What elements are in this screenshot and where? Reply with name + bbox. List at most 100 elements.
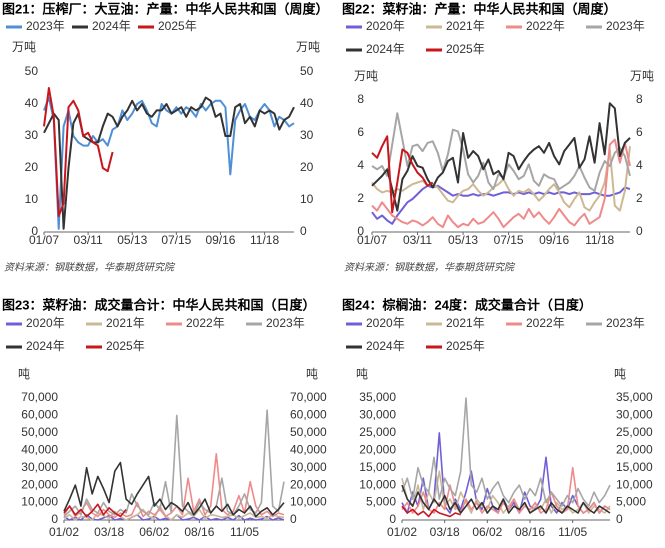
legend-label: 2023年: [26, 19, 65, 33]
y2-tick-label: 0: [290, 512, 297, 526]
legend-label: 2024年: [366, 42, 405, 56]
x-tick-label: 05/13: [117, 233, 147, 247]
x-tick-label: 11/18: [250, 233, 279, 247]
legend-label: 2022年: [526, 19, 565, 33]
x-tick-label: 01/07: [29, 233, 59, 247]
y-tick-label: 30: [25, 128, 39, 142]
x-tick-label: 08/16: [184, 525, 214, 539]
x-tick-label: 11/18: [585, 233, 614, 247]
series-line: [371, 138, 631, 229]
y2-tick-label: 30,000: [616, 408, 653, 422]
series-line: [63, 505, 285, 521]
y2-tick-label: 30,000: [290, 460, 327, 474]
y-tick-label: 2: [357, 191, 364, 205]
x-tick-label: 01/07: [357, 233, 387, 247]
y-tick-label: 20,000: [21, 477, 58, 491]
y-tick-label: 20: [25, 160, 39, 174]
x-tick-label: 06/02: [139, 525, 169, 539]
y2-tick-label: 50: [300, 64, 314, 78]
y2-tick-label: 40,000: [290, 442, 327, 456]
y-axis-unit: 万吨: [354, 69, 378, 83]
legend-label: 2025年: [446, 42, 485, 56]
y2-tick-label: 30: [300, 128, 314, 142]
series-line: [401, 505, 461, 518]
legend-label: 2024年: [26, 339, 65, 353]
x-tick-label: 01/02: [49, 525, 79, 539]
legend-label: 2023年: [606, 316, 645, 330]
x-tick-label: 11/05: [230, 525, 259, 539]
y-tick-label: 8: [357, 92, 364, 106]
legend-label: 2020年: [366, 19, 405, 33]
legend-label: 2024年: [92, 19, 131, 33]
y2-tick-label: 5,000: [616, 495, 646, 509]
y-tick-label: 25,000: [359, 425, 396, 439]
y-tick-label: 6: [357, 125, 364, 139]
y-tick-label: 50,000: [21, 425, 58, 439]
y2-tick-label: 20: [300, 160, 314, 174]
y2-tick-label: 4: [636, 158, 643, 172]
y-tick-label: 70,000: [21, 390, 58, 404]
series-line: [43, 96, 295, 230]
y2-tick-label: 2: [636, 191, 643, 205]
legend-label: 2025年: [106, 339, 145, 353]
legend-label: 2025年: [158, 19, 197, 33]
y-tick-label: 50: [25, 64, 39, 78]
y-tick-label: 4: [357, 158, 364, 172]
y2-tick-label: 0: [636, 224, 643, 238]
y2-tick-label: 20,000: [290, 477, 327, 491]
y-axis-unit: 万吨: [12, 40, 36, 54]
series-line: [371, 112, 631, 192]
y-tick-label: 30,000: [21, 460, 58, 474]
y2-axis-unit: 吨: [614, 367, 626, 381]
series-line: [63, 461, 285, 518]
y2-tick-label: 8: [636, 92, 643, 106]
x-tick-label: 03/11: [74, 233, 103, 247]
legend-label: 2021年: [446, 316, 485, 330]
series-line: [371, 135, 434, 214]
y-tick-label: 10,000: [359, 477, 396, 491]
y-tick-label: 0: [357, 224, 364, 238]
series-line: [63, 453, 285, 519]
series-line: [63, 409, 285, 518]
y-tick-label: 0: [51, 512, 58, 526]
source-note: 资料来源：钢联数据，华泰期货研究院: [344, 262, 516, 274]
chart-title: 图23：菜籽油：成交量合计：中华人民共和国（日度）: [2, 297, 315, 312]
x-tick-label: 03/18: [94, 525, 124, 539]
legend-label: 2021年: [106, 316, 145, 330]
series-line: [371, 146, 631, 212]
x-tick-label: 07/15: [161, 233, 191, 247]
y-tick-label: 60,000: [21, 408, 58, 422]
legend-label: 2021年: [446, 19, 485, 33]
y-tick-label: 40,000: [21, 442, 58, 456]
y2-tick-label: 10,000: [616, 477, 653, 491]
legend-label: 2022年: [186, 316, 225, 330]
series-line: [401, 397, 611, 507]
chart-title: 图22：菜籽油：产量：中华人民共和国（周度）: [342, 1, 616, 16]
chart-title: 图21：压榨厂：大豆油：产量：中华人民共和国（周度）: [2, 1, 328, 16]
y-tick-label: 20,000: [359, 442, 396, 456]
legend-label: 2023年: [266, 316, 305, 330]
chart-title: 图24：棕榈油：24度：成交量合计（日度）: [342, 297, 592, 312]
x-tick-label: 03/11: [403, 233, 432, 247]
legend-label: 2022年: [526, 316, 565, 330]
y2-tick-label: 50,000: [290, 425, 327, 439]
y2-axis-unit: 万吨: [630, 69, 654, 83]
x-tick-label: 06/02: [472, 525, 502, 539]
y-tick-label: 5,000: [366, 495, 396, 509]
series-line: [43, 87, 114, 217]
y-tick-label: 35,000: [359, 390, 396, 404]
y2-tick-label: 10,000: [290, 495, 327, 509]
x-tick-label: 03/18: [430, 525, 460, 539]
y2-tick-label: 35,000: [616, 390, 653, 404]
y2-axis-unit: 万吨: [296, 40, 320, 54]
y2-tick-label: 40: [300, 96, 314, 110]
y-tick-label: 10,000: [21, 495, 58, 509]
legend-label: 2020年: [26, 316, 65, 330]
y2-tick-label: 20,000: [616, 442, 653, 456]
series-line: [401, 484, 611, 514]
x-tick-label: 01/02: [387, 525, 417, 539]
y2-tick-label: 6: [636, 125, 643, 139]
series-line: [43, 96, 295, 230]
y2-tick-label: 15,000: [616, 460, 653, 474]
